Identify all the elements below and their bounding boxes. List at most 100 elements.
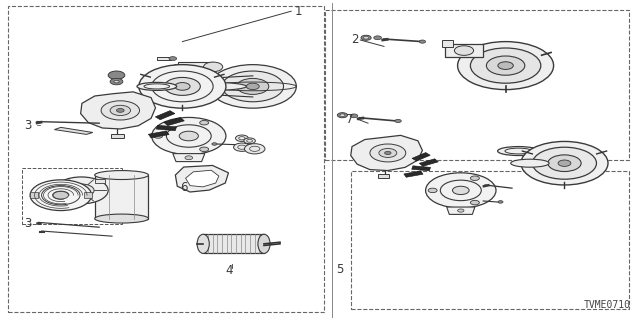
Circle shape bbox=[458, 209, 464, 212]
Bar bbox=[8, 6, 324, 312]
Circle shape bbox=[364, 36, 369, 39]
Polygon shape bbox=[156, 125, 177, 131]
Circle shape bbox=[68, 184, 94, 197]
Circle shape bbox=[374, 36, 381, 40]
Circle shape bbox=[200, 120, 209, 125]
Text: 4: 4 bbox=[225, 264, 233, 277]
Text: 2: 2 bbox=[351, 33, 358, 45]
Circle shape bbox=[452, 186, 469, 195]
Bar bbox=[442, 40, 453, 47]
Circle shape bbox=[428, 188, 437, 193]
Bar bbox=[84, 192, 92, 198]
Circle shape bbox=[164, 77, 200, 95]
Bar bbox=[325, 10, 629, 160]
Polygon shape bbox=[412, 153, 430, 161]
Bar bbox=[95, 175, 148, 219]
Bar bbox=[351, 171, 629, 309]
Circle shape bbox=[470, 48, 541, 83]
Circle shape bbox=[498, 201, 503, 203]
Ellipse shape bbox=[176, 83, 246, 90]
Circle shape bbox=[101, 101, 140, 120]
Circle shape bbox=[246, 83, 259, 90]
Bar bbox=[95, 179, 106, 183]
Polygon shape bbox=[412, 166, 431, 171]
Bar bbox=[111, 134, 124, 138]
Ellipse shape bbox=[95, 214, 148, 223]
Polygon shape bbox=[419, 159, 438, 166]
Circle shape bbox=[236, 135, 248, 141]
Circle shape bbox=[209, 65, 296, 108]
Circle shape bbox=[152, 117, 226, 155]
Circle shape bbox=[454, 46, 474, 55]
Text: 3: 3 bbox=[24, 217, 32, 230]
Circle shape bbox=[470, 200, 479, 205]
Circle shape bbox=[350, 114, 358, 118]
Circle shape bbox=[169, 57, 177, 60]
Text: 5: 5 bbox=[336, 263, 344, 276]
Circle shape bbox=[54, 177, 108, 204]
Text: 7: 7 bbox=[346, 113, 353, 125]
Circle shape bbox=[558, 160, 571, 166]
Circle shape bbox=[53, 191, 68, 199]
Ellipse shape bbox=[197, 234, 209, 253]
Text: 1: 1 bbox=[294, 5, 302, 18]
Polygon shape bbox=[54, 127, 93, 134]
Circle shape bbox=[108, 71, 125, 79]
Polygon shape bbox=[404, 171, 423, 177]
Circle shape bbox=[200, 147, 209, 152]
Polygon shape bbox=[447, 207, 475, 214]
Polygon shape bbox=[186, 170, 219, 187]
Circle shape bbox=[244, 138, 255, 144]
Circle shape bbox=[470, 176, 479, 180]
Circle shape bbox=[204, 62, 223, 72]
Circle shape bbox=[212, 143, 217, 145]
Circle shape bbox=[234, 143, 250, 151]
Circle shape bbox=[116, 108, 124, 112]
Circle shape bbox=[395, 119, 401, 123]
Bar bbox=[57, 198, 67, 202]
Circle shape bbox=[340, 114, 345, 116]
Circle shape bbox=[385, 151, 391, 155]
Circle shape bbox=[76, 188, 86, 193]
Ellipse shape bbox=[137, 83, 177, 91]
Circle shape bbox=[361, 35, 371, 40]
Polygon shape bbox=[148, 131, 169, 138]
Circle shape bbox=[139, 65, 226, 108]
Circle shape bbox=[175, 83, 190, 90]
Circle shape bbox=[185, 156, 193, 160]
Bar bbox=[178, 62, 213, 72]
Circle shape bbox=[154, 134, 163, 138]
Bar bbox=[22, 168, 122, 224]
Circle shape bbox=[173, 64, 183, 69]
Ellipse shape bbox=[511, 159, 549, 167]
Circle shape bbox=[110, 105, 131, 116]
Circle shape bbox=[30, 180, 92, 211]
Circle shape bbox=[532, 147, 596, 179]
Polygon shape bbox=[173, 154, 205, 162]
Circle shape bbox=[548, 155, 581, 172]
Polygon shape bbox=[175, 165, 228, 192]
Circle shape bbox=[237, 78, 269, 94]
Circle shape bbox=[426, 173, 496, 208]
Circle shape bbox=[337, 113, 348, 118]
Circle shape bbox=[458, 42, 554, 90]
Circle shape bbox=[110, 78, 123, 85]
Circle shape bbox=[179, 131, 198, 141]
Text: 6: 6 bbox=[180, 181, 188, 194]
Text: 3: 3 bbox=[24, 119, 32, 132]
Bar bbox=[378, 174, 389, 178]
Circle shape bbox=[114, 80, 119, 83]
Ellipse shape bbox=[258, 234, 270, 253]
Polygon shape bbox=[164, 117, 184, 126]
Circle shape bbox=[244, 144, 265, 154]
Text: TVME0710: TVME0710 bbox=[584, 300, 630, 310]
Circle shape bbox=[486, 56, 525, 75]
Circle shape bbox=[498, 62, 513, 69]
Bar bbox=[204, 234, 264, 253]
Polygon shape bbox=[351, 135, 422, 171]
Circle shape bbox=[521, 141, 608, 185]
Ellipse shape bbox=[498, 147, 540, 156]
Circle shape bbox=[370, 144, 406, 162]
Circle shape bbox=[419, 40, 426, 43]
Polygon shape bbox=[156, 111, 175, 120]
